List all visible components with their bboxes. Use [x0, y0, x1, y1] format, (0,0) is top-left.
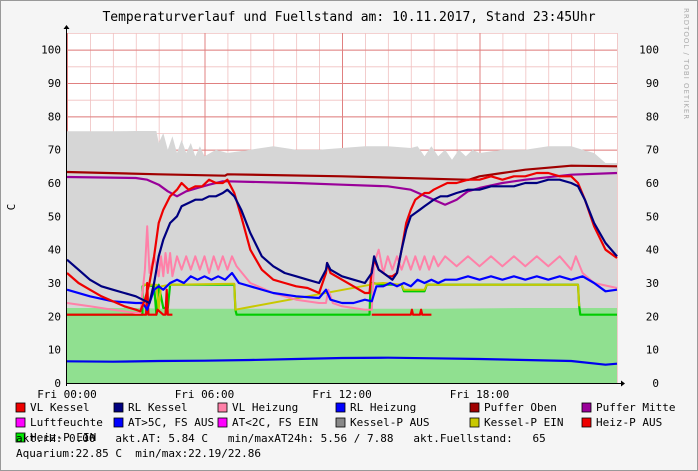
legend-label: AT<2C, FS EIN — [232, 416, 318, 429]
legend-label: AT>5C, FS AUS — [128, 416, 214, 429]
y-tick-label-left: 10 — [48, 344, 61, 357]
y-tick-label-left: 20 — [48, 310, 61, 323]
series-puffer-mitte — [66, 171, 618, 206]
legend-swatch — [581, 417, 592, 428]
legend-swatch — [469, 417, 480, 428]
series-heiz-p-aus — [67, 281, 173, 316]
x-tick-label: Fri 12:00 — [312, 388, 372, 401]
legend-label: RL Heizung — [350, 401, 416, 414]
series-vl-heizung — [66, 225, 618, 314]
legend-label: Puffer Mitte — [596, 401, 675, 414]
legend-swatch — [15, 402, 26, 413]
legend-label: Kessel-P AUS — [350, 416, 429, 429]
x-tick-label: Fri 00:00 — [37, 388, 97, 401]
y-tick-label-left: 50 — [48, 210, 61, 223]
legend-swatch — [15, 432, 26, 443]
legend-label: Heiz-P AUS — [596, 416, 662, 429]
x-tick-label: Fri 06:00 — [175, 388, 235, 401]
legend-label: Luftfeuchte — [30, 416, 103, 429]
y-tick-label-right: 40 — [646, 244, 659, 257]
legend-swatch — [113, 417, 124, 428]
area-luftfeuchte — [67, 308, 617, 383]
y-tick-label-right: 80 — [646, 110, 659, 123]
info-line-2: Aquarium:22.85 C min/max:22.19/22.86 — [16, 447, 261, 460]
y-axis-label: C — [5, 204, 18, 211]
legend-label: RL Kessel — [128, 401, 188, 414]
legend-swatch — [217, 402, 228, 413]
y-tick-label-right: 10 — [646, 344, 659, 357]
series-rl-kessel — [66, 178, 618, 305]
y-tick-label-right: 70 — [646, 144, 659, 157]
series-at-5c-fs-aus — [66, 356, 618, 366]
series-layer — [66, 164, 618, 366]
series-vl-kessel — [66, 171, 618, 313]
y-tick-label-left: 40 — [48, 244, 61, 257]
legend-swatch — [335, 402, 346, 413]
y-tick-label-left: 60 — [48, 177, 61, 190]
y-tick-label-left: 100 — [41, 44, 61, 57]
legend-label: Heiz-P EIN — [30, 431, 96, 444]
y-tick-label-right: 0 — [652, 377, 659, 390]
y-axis-arrow — [63, 25, 70, 29]
y-tick-label-right: 100 — [639, 44, 659, 57]
chart-title: Temperaturverlauf und Fuellstand am: 10.… — [102, 10, 595, 25]
series-heiz-p-aus-2 — [371, 308, 432, 316]
y-tick-label-right: 50 — [646, 210, 659, 223]
legend-swatch — [113, 402, 124, 413]
x-axis-arrow — [621, 380, 625, 387]
legend-swatch — [217, 417, 228, 428]
y-tick-label-left: 0 — [54, 377, 61, 390]
legend-label: VL Kessel — [30, 401, 90, 414]
y-tick-label-left: 80 — [48, 110, 61, 123]
x-tick-label: Fri 18:00 — [450, 388, 510, 401]
legend-swatch — [469, 402, 480, 413]
axes: 0 0 10 10 20 20 30 30 40 40 50 50 60 60 70 70 80 80 90 90 10… — [37, 25, 659, 401]
y-tick-label-right: 60 — [646, 177, 659, 190]
legend: VL Kessel RL Kessel VL Heizung RL Heizung Pu… — [15, 401, 675, 444]
legend-label: Kessel-P EIN — [484, 416, 563, 429]
legend-label: VL Heizung — [232, 401, 298, 414]
y-tick-label-right: 30 — [646, 277, 659, 290]
y-tick-label-right: 20 — [646, 310, 659, 323]
legend-swatch — [335, 417, 346, 428]
y-tick-label-left: 30 — [48, 277, 61, 290]
legend-label: Puffer Oben — [484, 401, 557, 414]
area-layer — [67, 131, 617, 383]
series-rl-heizung — [66, 271, 618, 311]
y-tick-label-left: 70 — [48, 144, 61, 157]
legend-swatch — [581, 402, 592, 413]
rrdtool-credit: RRDTOOL / TOBI OETIKER — [682, 8, 690, 120]
legend-swatch — [15, 417, 26, 428]
y-tick-label-left: 90 — [48, 77, 61, 90]
y-tick-label-right: 90 — [646, 77, 659, 90]
info-line-1: akt.rH: 0.00 akt.AT: 5.84 C min/maxAT24h… — [16, 432, 546, 445]
